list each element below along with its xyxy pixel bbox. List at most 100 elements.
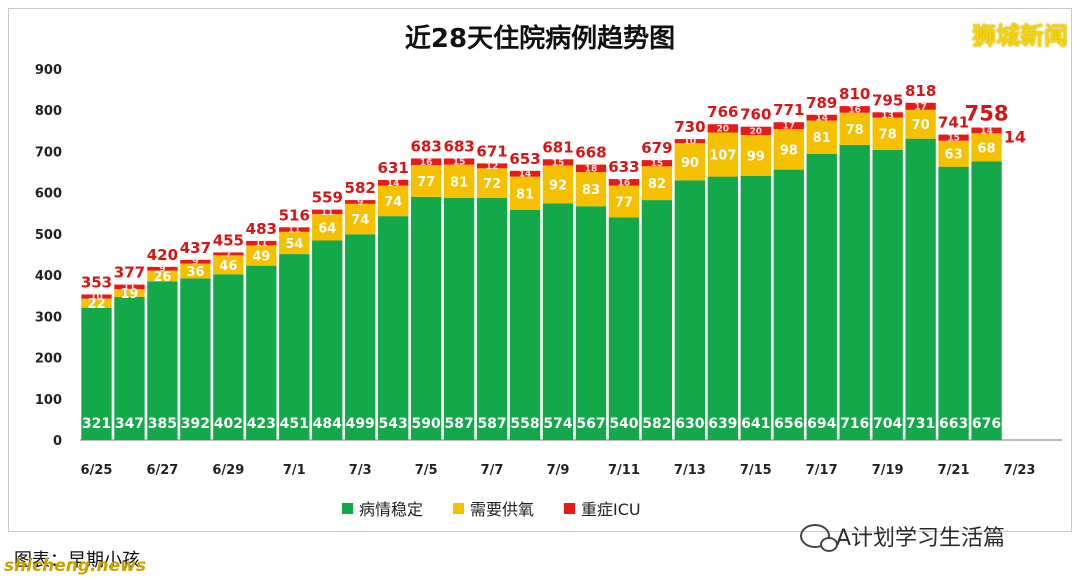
- data-label-stable: 484: [313, 416, 342, 432]
- bar-icu: [938, 134, 969, 141]
- bar-icu: [872, 112, 903, 118]
- data-label-icu: 9: [159, 265, 165, 275]
- total-label: 559: [312, 189, 343, 207]
- bar-icu: [707, 124, 738, 133]
- bar-stable: [509, 209, 541, 440]
- bar-oxygen: [345, 203, 376, 235]
- legend-swatch-oxygen: [453, 502, 465, 514]
- data-label-icu: 14: [815, 114, 828, 124]
- bar-oxygen: [608, 185, 640, 218]
- wechat-icon: [800, 524, 838, 552]
- total-label: 681: [542, 138, 573, 156]
- x-tick-label: 7/13: [674, 463, 706, 478]
- data-label-icu: 16: [848, 105, 861, 115]
- data-label-oxygen: 74: [384, 195, 402, 210]
- total-label: 653: [509, 150, 540, 168]
- bar-icu: [971, 127, 1002, 134]
- data-label-icu: 15: [651, 159, 664, 169]
- bar-stable: [410, 196, 442, 440]
- bar-oxygen: [641, 166, 673, 201]
- bar-oxygen: [542, 165, 574, 204]
- data-label-oxygen: 78: [846, 123, 864, 138]
- total-label: 671: [476, 142, 507, 160]
- data-label-stable: 704: [873, 416, 902, 432]
- bar-stable: [213, 274, 244, 440]
- bar-icu: [147, 266, 178, 271]
- bar-icu: [773, 122, 804, 130]
- total-label: 766: [707, 103, 738, 121]
- y-tick-label: 300: [35, 310, 62, 325]
- legend-swatch-icu: [564, 502, 576, 514]
- bar-icu: [114, 284, 145, 290]
- bar-stable: [246, 265, 277, 440]
- data-label-oxygen: 77: [615, 196, 633, 211]
- bar-stable: [345, 234, 376, 440]
- bar-icu: [476, 163, 508, 169]
- bar-icu: [443, 158, 475, 165]
- bar-icu: [345, 200, 376, 204]
- data-label-oxygen: 74: [351, 213, 369, 228]
- data-label-oxygen: 78: [879, 128, 897, 143]
- data-label-icu: 15: [453, 158, 466, 168]
- bar-stable: [839, 144, 870, 441]
- data-label-icu: 15: [947, 134, 960, 144]
- legend: 病情稳定 需要供氧 重症ICU: [342, 496, 641, 520]
- total-label: 420: [147, 246, 178, 264]
- bar-icu: [839, 106, 870, 113]
- bar-oxygen: [674, 143, 706, 181]
- total-label: 771: [773, 101, 804, 119]
- bar-oxygen: [872, 117, 903, 150]
- data-label-oxygen: 81: [516, 187, 534, 202]
- data-label-stable: 590: [412, 416, 441, 432]
- bar-icu: [806, 114, 837, 121]
- data-label-icu: 10: [90, 293, 103, 303]
- bar-stable: [81, 307, 112, 440]
- data-label-stable: 540: [609, 416, 638, 432]
- data-label-icu: 11: [255, 239, 268, 249]
- y-tick-label: 600: [35, 187, 62, 202]
- total-label: 679: [641, 139, 672, 157]
- total-label: 789: [806, 94, 837, 112]
- total-label: 683: [410, 137, 441, 155]
- bar-oxygen: [81, 298, 112, 308]
- data-label-oxygen: 68: [978, 141, 996, 156]
- total-label: 810: [839, 85, 870, 103]
- x-tick-label: 7/7: [481, 463, 504, 478]
- data-label-oxygen: 64: [318, 221, 336, 236]
- data-label-icu: 20: [717, 124, 730, 134]
- data-label-icu: 17: [782, 122, 795, 132]
- caption: 图表：早期小孩: [14, 550, 140, 571]
- bar-oxygen: [839, 112, 870, 145]
- data-label-icu: 14: [519, 170, 532, 180]
- bar-icu: [279, 227, 310, 232]
- data-label-oxygen: 54: [285, 237, 303, 252]
- total-label: 353: [81, 273, 112, 291]
- bar-stable: [641, 200, 673, 440]
- bar-icu: [81, 294, 112, 299]
- total-label: 483: [246, 220, 277, 238]
- data-label-icu: 20: [750, 127, 763, 137]
- bar-oxygen: [213, 255, 244, 275]
- data-label-oxygen: 90: [681, 156, 699, 171]
- bar-oxygen: [575, 172, 607, 207]
- bar-icu: [410, 158, 442, 166]
- bar-icu: [312, 209, 343, 215]
- bar-oxygen: [410, 165, 442, 197]
- data-label-icu: 11: [288, 226, 301, 236]
- data-label-icu: 9: [357, 198, 363, 208]
- data-label-oxygen: 83: [582, 183, 600, 198]
- x-tick-label: 7/11: [608, 463, 640, 478]
- data-label-oxygen: 36: [186, 265, 204, 280]
- data-label-stable: 392: [181, 416, 210, 432]
- bar-oxygen: [938, 140, 969, 167]
- bar-stable: [312, 240, 343, 440]
- data-label-oxygen: 92: [549, 178, 567, 193]
- total-label: 795: [872, 91, 903, 109]
- chart-title: 近28天住院病例趋势图: [404, 24, 676, 54]
- bar-stable: [938, 166, 969, 441]
- y-tick-label: 400: [35, 269, 62, 284]
- data-label-stable: 587: [444, 416, 473, 432]
- y-tick-label: 800: [35, 104, 62, 119]
- data-label-oxygen: 70: [912, 118, 930, 133]
- bar-oxygen: [905, 109, 936, 139]
